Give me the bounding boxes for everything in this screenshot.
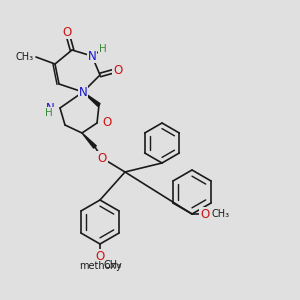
Text: N: N	[88, 50, 96, 62]
Text: N: N	[79, 85, 87, 98]
Text: O: O	[113, 64, 123, 76]
Text: O: O	[102, 116, 111, 130]
Polygon shape	[83, 92, 100, 106]
Text: O: O	[200, 208, 210, 220]
Text: CH₃: CH₃	[104, 260, 122, 270]
Text: O: O	[95, 250, 105, 262]
Text: methoxy: methoxy	[79, 261, 122, 271]
Text: CH₃: CH₃	[212, 209, 230, 219]
Text: O: O	[62, 26, 72, 38]
Text: N: N	[46, 101, 55, 115]
Polygon shape	[82, 133, 96, 148]
Text: CH₃: CH₃	[16, 52, 34, 62]
Text: H: H	[45, 108, 53, 118]
Text: O: O	[98, 152, 106, 164]
Text: H: H	[99, 44, 107, 54]
